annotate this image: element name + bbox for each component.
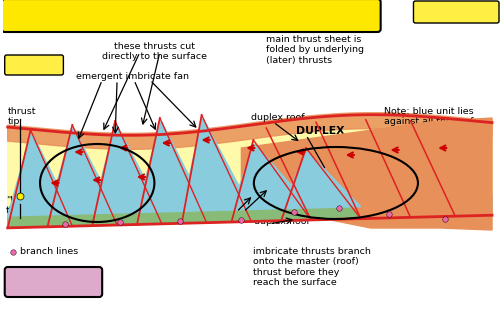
- Polygon shape: [232, 144, 311, 210]
- FancyBboxPatch shape: [4, 267, 102, 297]
- Polygon shape: [48, 129, 117, 215]
- Text: thrust
tip: thrust tip: [8, 107, 36, 126]
- FancyBboxPatch shape: [2, 0, 380, 32]
- Polygon shape: [281, 166, 361, 221]
- Polygon shape: [8, 134, 72, 216]
- Text: floor to imbricates: floor to imbricates: [64, 208, 151, 217]
- Text: hinterland: hinterland: [426, 8, 487, 18]
- Polygon shape: [182, 119, 252, 211]
- Text: duplex roof: duplex roof: [252, 113, 305, 122]
- Text: "blind"
thrust: "blind" thrust: [6, 196, 38, 215]
- FancyBboxPatch shape: [414, 1, 499, 23]
- Text: emergent imbricate fan: emergent imbricate fan: [76, 72, 188, 81]
- Polygon shape: [48, 143, 117, 227]
- Text: branch lines: branch lines: [20, 247, 78, 256]
- Polygon shape: [8, 148, 72, 228]
- Polygon shape: [8, 113, 492, 149]
- FancyBboxPatch shape: [4, 55, 64, 75]
- Polygon shape: [92, 139, 162, 226]
- Text: DUPLEX: DUPLEX: [296, 126, 344, 136]
- Polygon shape: [8, 195, 492, 218]
- Text: foreland: foreland: [8, 60, 58, 70]
- Polygon shape: [137, 122, 206, 213]
- Polygon shape: [8, 205, 492, 228]
- Text: duplex floor: duplex floor: [254, 217, 311, 226]
- Text: imbricate thrusts branch
onto the master (roof)
thrust before they
reach the sur: imbricate thrusts branch onto the master…: [254, 247, 371, 287]
- Text: Note: blue unit lies
against all the roof: Note: blue unit lies against all the roo…: [384, 107, 474, 126]
- Text: Note: green unit lies
against all the floor: Note: green unit lies against all the fl…: [368, 208, 466, 227]
- Polygon shape: [281, 152, 361, 209]
- Text: imbricate
thrusts: imbricate thrusts: [194, 203, 239, 222]
- Text: these thrusts cut
directly to the surface: these thrusts cut directly to the surfac…: [102, 42, 208, 61]
- Polygon shape: [182, 133, 252, 223]
- Text: return to intro: return to intro: [11, 277, 96, 287]
- Polygon shape: [242, 118, 492, 230]
- Polygon shape: [137, 136, 206, 224]
- Polygon shape: [8, 115, 492, 228]
- Polygon shape: [232, 158, 311, 222]
- Text: main thrust sheet is
folded by underlying
(later) thrusts: main thrust sheet is folded by underlyin…: [266, 35, 364, 65]
- Polygon shape: [92, 126, 162, 214]
- Text: thrust belt structures - summary: thrust belt structures - summary: [50, 8, 333, 23]
